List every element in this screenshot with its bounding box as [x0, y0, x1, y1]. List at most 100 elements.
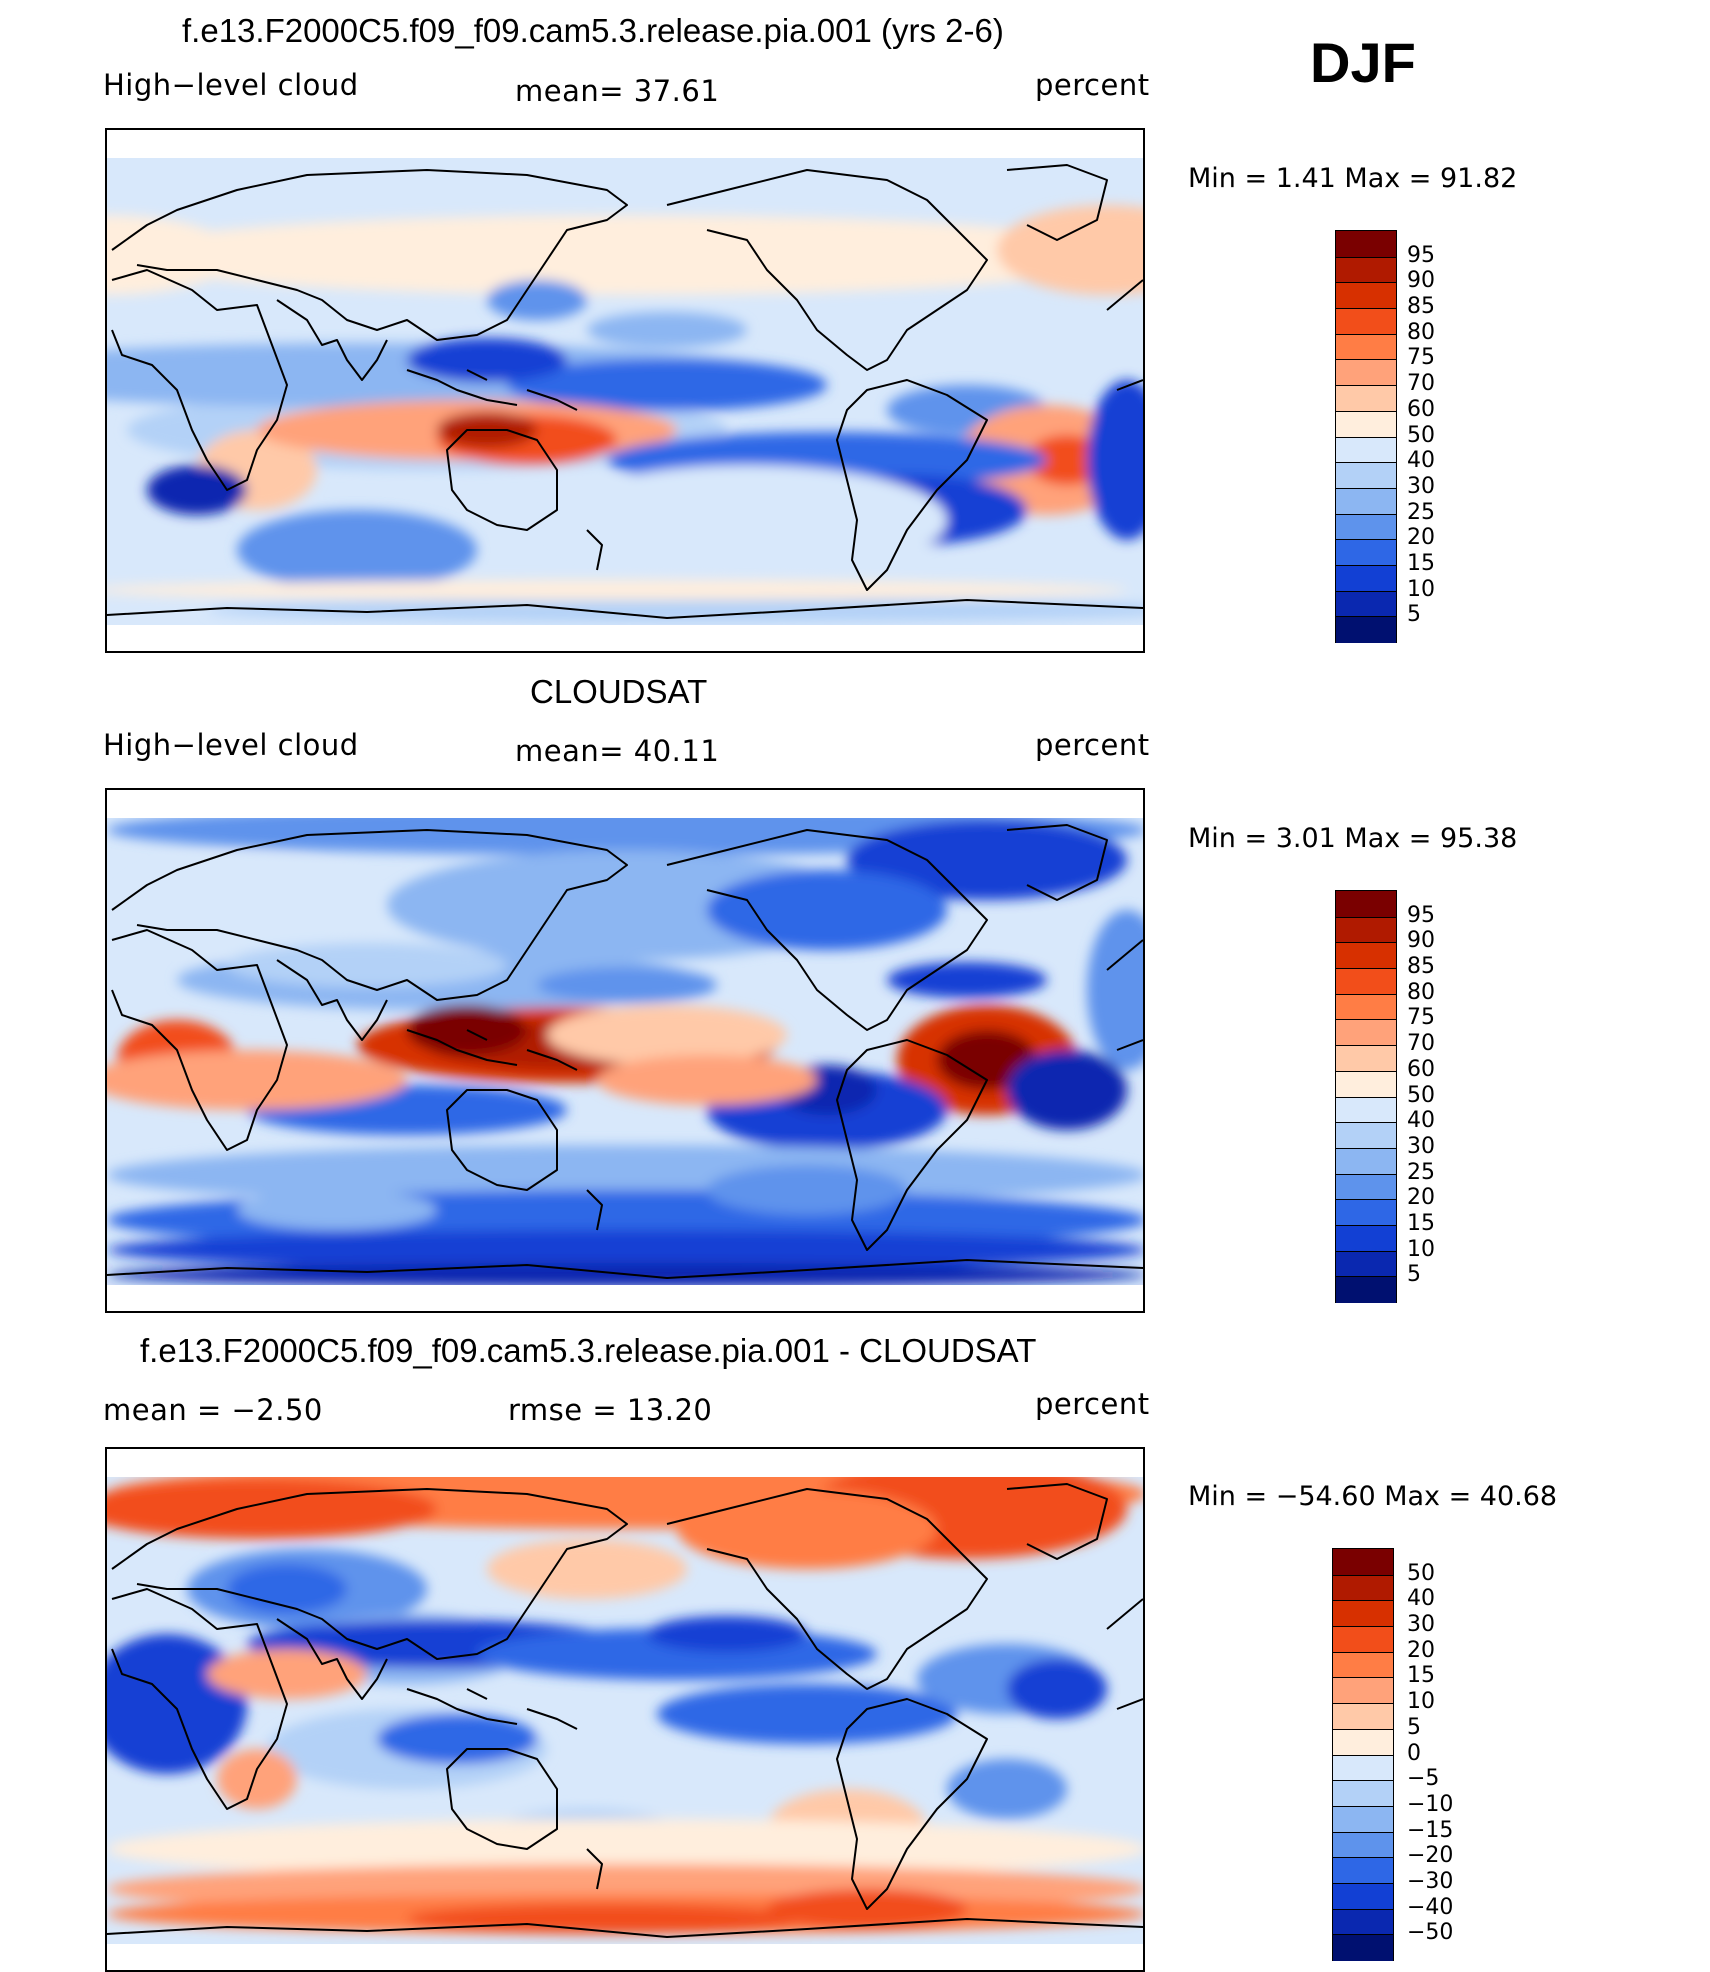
- colorbar-swatch: [1336, 282, 1396, 310]
- contour-region: [107, 1819, 1143, 1879]
- colorbar-label: 70: [1407, 371, 1435, 397]
- coastline: [1106, 939, 1143, 1051]
- contour-region: [487, 280, 587, 320]
- colorbar-swatch: [1333, 1780, 1393, 1807]
- coastline: [406, 1688, 578, 1730]
- colorbar-label: 0: [1407, 1740, 1421, 1766]
- colorbar-label: 90: [1407, 928, 1435, 954]
- colorbar-swatch: [1336, 891, 1396, 917]
- coastline: [586, 1189, 603, 1231]
- colorbar-swatch: [1336, 1019, 1396, 1047]
- colorbar-label: 95: [1407, 902, 1435, 928]
- coastline: [666, 169, 988, 371]
- colorbar-label: 10: [1407, 1236, 1435, 1262]
- contour-region: [947, 1759, 1067, 1819]
- colorbar-swatch: [1336, 436, 1396, 464]
- colorbar-label: 10: [1407, 576, 1435, 602]
- coastline: [446, 429, 558, 531]
- colorbar-label: 90: [1407, 268, 1435, 294]
- colorbar-swatch: [1336, 410, 1396, 438]
- colorbar-label: 75: [1407, 1005, 1435, 1031]
- colorbar-swatch: [1336, 968, 1396, 995]
- contour-region: [147, 465, 247, 515]
- contour-region: [647, 1616, 807, 1652]
- contour-region: [597, 1055, 817, 1105]
- season-label: DJF: [1310, 31, 1416, 94]
- contour-region: [107, 580, 1127, 600]
- panel-3-units: percent: [1035, 1387, 1150, 1421]
- colorbar-swatch: [1336, 385, 1396, 412]
- coastline: [111, 1588, 288, 1810]
- panel-3-map-canvas: [107, 1477, 1143, 1944]
- colorbar-swatch: [1336, 1224, 1396, 1252]
- coastline: [276, 299, 388, 381]
- colorbar-swatch: [1336, 1045, 1396, 1072]
- colorbar-swatch: [1336, 487, 1396, 515]
- colorbar-swatch: [1333, 1703, 1393, 1730]
- panel-1-mean: mean= 37.61: [515, 74, 720, 108]
- contour-region: [217, 1749, 297, 1809]
- coastline: [276, 1618, 388, 1700]
- colorbar-swatch: [1336, 1147, 1396, 1175]
- colorbar-label: 30: [1407, 473, 1435, 499]
- colorbar-swatch: [1336, 539, 1396, 566]
- colorbar-label: 40: [1407, 448, 1435, 474]
- colorbar-label: 20: [1407, 1185, 1435, 1211]
- colorbar-label: 50: [1407, 1082, 1435, 1108]
- panel-1-map: [105, 128, 1145, 653]
- colorbar-swatch: [1336, 462, 1396, 489]
- contour-region: [1027, 435, 1107, 485]
- colorbar-swatch: [1333, 1677, 1393, 1705]
- colorbar-swatch: [1336, 616, 1396, 643]
- contour-region: [887, 962, 1047, 998]
- colorbar-swatch: [1336, 1070, 1396, 1098]
- colorbar-swatch: [1336, 308, 1396, 335]
- colorbar-label: 30: [1407, 1612, 1435, 1638]
- contour-region: [507, 359, 827, 411]
- colorbar-swatch: [1336, 333, 1396, 361]
- panel-1-title: f.e13.F2000C5.f09_f09.cam5.3.release.pia…: [182, 12, 1004, 49]
- colorbar-label: 95: [1407, 242, 1435, 268]
- contour-region: [227, 1564, 347, 1614]
- colorbar-swatch: [1336, 1276, 1396, 1303]
- coastline: [111, 1488, 628, 1660]
- colorbar-label: 80: [1407, 979, 1435, 1005]
- panel-3-minmax: Min = −54.60 Max = 40.68: [1188, 1481, 1558, 1512]
- colorbar-swatch: [1333, 1574, 1393, 1602]
- colorbar-swatch: [1336, 1199, 1396, 1226]
- colorbar-label: 80: [1407, 319, 1435, 345]
- colorbar-label: 85: [1407, 294, 1435, 320]
- contour-region: [1087, 910, 1143, 1070]
- contour-region: [1007, 1050, 1127, 1130]
- colorbar-swatch: [1333, 1626, 1393, 1653]
- panel-2-variable: High−level cloud: [103, 728, 359, 762]
- panel-2-minmax: Min = 3.01 Max = 95.38: [1188, 823, 1518, 854]
- contour-region: [227, 943, 507, 987]
- contour-region: [107, 215, 237, 295]
- colorbar-label: 5: [1407, 1262, 1421, 1288]
- colorbar-label: 75: [1407, 345, 1435, 371]
- colorbar-label: −5: [1407, 1766, 1440, 1792]
- coastlines: [107, 824, 1143, 1279]
- colorbar-label: 10: [1407, 1689, 1435, 1715]
- coastlines: [107, 164, 1143, 619]
- contour-region: [237, 510, 477, 590]
- coastline: [406, 1029, 578, 1071]
- panel-3-title: f.e13.F2000C5.f09_f09.cam5.3.release.pia…: [140, 1332, 1037, 1369]
- coastline: [836, 379, 988, 591]
- contour-region: [117, 855, 377, 955]
- coastline: [446, 1748, 558, 1850]
- colorbar-swatch: [1336, 942, 1396, 970]
- colorbar-label: 60: [1407, 396, 1435, 422]
- colorbar-label: −30: [1407, 1868, 1454, 1894]
- coastline: [1006, 164, 1108, 241]
- panel-2-mean: mean= 40.11: [515, 734, 720, 768]
- contour-region: [407, 338, 567, 382]
- colorbar-swatch: [1333, 1549, 1393, 1575]
- colorbar-label: 30: [1407, 1133, 1435, 1159]
- colorbar-label: 50: [1407, 1560, 1435, 1586]
- colorbar-swatch: [1333, 1754, 1393, 1782]
- colorbar-label: 25: [1407, 1159, 1435, 1185]
- colorbar-label: 20: [1407, 525, 1435, 551]
- contour-fill: [107, 158, 1143, 625]
